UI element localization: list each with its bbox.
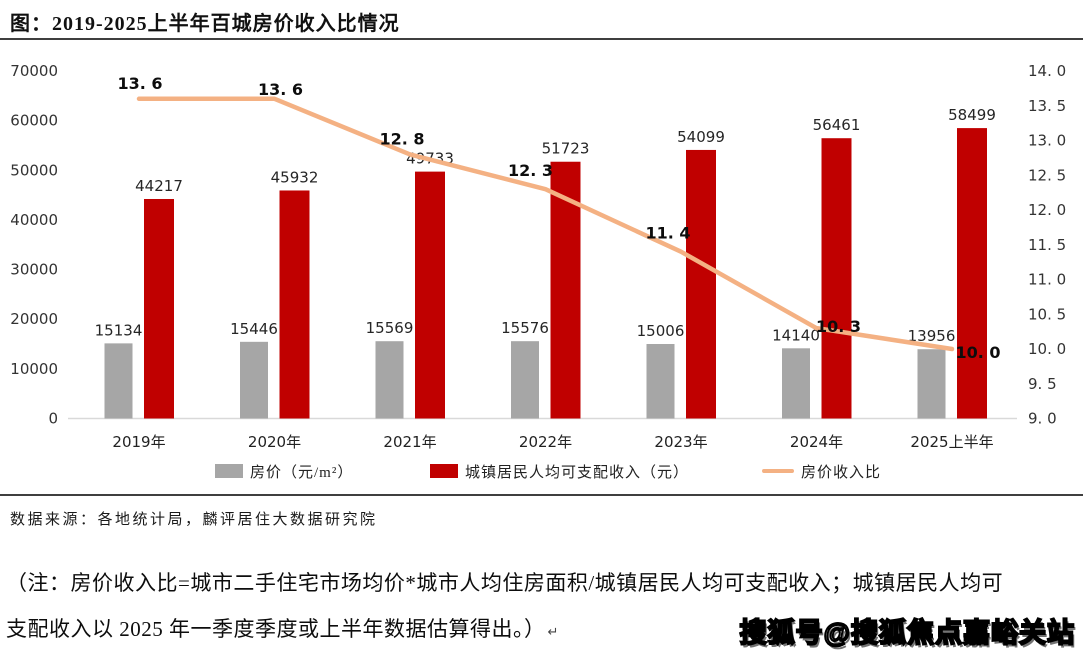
x-axis-label: 2025上半年 [910, 433, 993, 451]
top-divider [0, 38, 1083, 40]
left-axis-tick: 60000 [10, 112, 58, 130]
house-price-value-label: 15446 [230, 320, 278, 338]
right-axis-tick: 11. 0 [1028, 271, 1066, 289]
legend: 房价（元/m²） 城镇居民人均可支配收入（元） 房价收入比 [0, 461, 1083, 481]
note-text: （注：房价收入比=城市二手住宅市场均价*城市人均住房面积/城镇居民人均可支配收入… [6, 560, 1080, 655]
ratio-value-label: 10. 3 [816, 317, 861, 336]
legend-item-ratio: 房价收入比 [762, 461, 881, 481]
ratio-value-label: 13. 6 [117, 74, 162, 93]
legend-item-income: 城镇居民人均可支配收入（元） [430, 461, 689, 481]
bar-house-price [240, 341, 268, 419]
data-source-text: 数据来源：各地统计局，麟评居住大数据研究院 [10, 512, 378, 528]
income-value-label: 54099 [677, 128, 725, 146]
left-axis-tick: 10000 [10, 360, 58, 378]
house-price-value-label: 15006 [637, 322, 685, 340]
left-axis-tick: 40000 [10, 211, 58, 229]
x-axis-label: 2023年 [654, 433, 707, 451]
x-axis-label: 2022年 [519, 433, 572, 451]
ratio-value-label: 11. 4 [645, 224, 690, 243]
right-axis-tick: 12. 0 [1028, 201, 1066, 219]
paragraph-mark: ↵ [547, 624, 559, 639]
income-value-label: 51723 [542, 140, 590, 158]
left-axis-tick: 30000 [10, 261, 58, 279]
ratio-line [136, 96, 955, 352]
legend-label-income: 城镇居民人均可支配收入（元） [465, 464, 690, 481]
bar-income [957, 128, 987, 419]
bottom-divider [0, 494, 1083, 496]
note-line-2: 支配收入以 2025 年一季度季度或上半年数据估算得出。） [6, 617, 546, 641]
left-axis-tick: 70000 [10, 62, 58, 80]
bar-house-price [511, 341, 539, 419]
ratio-value-label: 12. 8 [379, 129, 424, 148]
right-axis-tick: 11. 5 [1028, 236, 1066, 254]
house-price-swatch [215, 464, 243, 478]
x-axis-label: 2020年 [248, 433, 301, 451]
combo-chart: 0 10000 20000 30000 40000 50000 60000 70000 9. 0… [0, 50, 1083, 456]
chart-canvas: 0 10000 20000 30000 40000 50000 60000 70000 9. 0… [10, 62, 1066, 451]
right-axis-tick: 10. 0 [1028, 340, 1066, 358]
right-axis-tick: 9. 0 [1028, 410, 1057, 428]
right-axis-tick: 10. 5 [1028, 305, 1066, 323]
ratio-line-swatch [762, 469, 794, 473]
right-axis-tick: 13. 5 [1028, 97, 1066, 115]
bar-income [415, 171, 445, 419]
note-line-1: （注：房价收入比=城市二手住宅市场均价*城市人均住房面积/城镇居民人均可支配收入… [6, 571, 1004, 595]
legend-item-house-price: 房价（元/m²） [215, 461, 353, 481]
watermark-sohu: 搜狐号@搜狐焦点嘉峪关站 [739, 617, 1075, 649]
x-axis-label: 2024年 [790, 433, 843, 451]
bar-house-price [375, 341, 404, 419]
bar-income [821, 138, 852, 419]
bar-house-price [104, 343, 133, 419]
bar-income [144, 198, 174, 419]
house-price-value-label: 15134 [95, 321, 143, 339]
x-axis-label: 2019年 [112, 433, 165, 451]
ratio-value-label: 13. 6 [258, 80, 303, 99]
x-axis-label: 2021年 [383, 433, 436, 451]
right-axis-tick: 9. 5 [1028, 375, 1057, 393]
legend-label-ratio: 房价收入比 [801, 464, 882, 481]
income-swatch [430, 464, 458, 478]
left-axis-tick: 50000 [10, 161, 58, 179]
legend-label-house-price: 房价（元/m²） [250, 464, 354, 481]
left-axis-tick: 20000 [10, 310, 58, 328]
house-price-value-label: 13956 [908, 327, 956, 345]
left-axis-tick: 0 [48, 410, 58, 428]
house-price-value-label: 15576 [501, 319, 549, 337]
house-price-value-label: 15569 [366, 319, 414, 337]
ratio-value-label: 10. 0 [955, 343, 1000, 362]
ratio-value-label: 12. 3 [508, 161, 553, 180]
income-value-label: 45932 [271, 168, 319, 186]
right-axis-tick: 13. 0 [1028, 132, 1066, 150]
right-axis-tick: 12. 5 [1028, 166, 1066, 184]
bar-house-price [646, 344, 675, 419]
bar-house-price [782, 348, 810, 419]
house-price-value-label: 14140 [772, 326, 820, 344]
right-axis-tick: 14. 0 [1028, 62, 1066, 80]
bar-house-price [917, 349, 946, 419]
income-value-label: 44217 [135, 177, 183, 195]
bar-income [686, 149, 716, 419]
income-value-label: 56461 [813, 116, 861, 134]
bar-income [279, 190, 310, 419]
figure-title: 图：2019-2025上半年百城房价收入比情况 [10, 13, 400, 35]
income-value-label: 58499 [948, 106, 996, 124]
